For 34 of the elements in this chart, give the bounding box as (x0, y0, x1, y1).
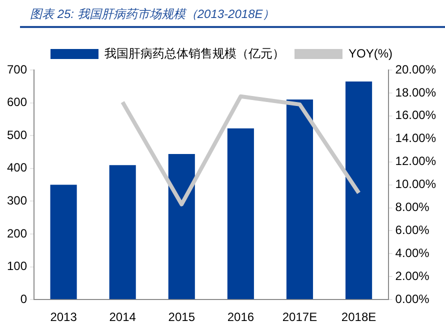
y2-tick-label: 0.00% (395, 292, 430, 306)
y2-tick-label: 10.00% (395, 177, 436, 192)
y2-tick-label: 6.00% (395, 223, 430, 238)
y-tick-label: 500 (6, 128, 28, 142)
y-tick-label: 0 (20, 292, 28, 306)
y-tick-label: 400 (6, 160, 28, 175)
y-tick-label: 300 (6, 194, 28, 208)
y2-tick-label: 20.00% (395, 62, 436, 76)
y2-tick-label: 18.00% (395, 85, 436, 100)
y-tick-label: 700 (6, 62, 28, 76)
y-tick-label: 600 (6, 95, 28, 110)
bar (109, 165, 136, 300)
y-tick-label: 100 (6, 259, 28, 274)
legend-label: 我国肝病药总体销售规模（亿元） (104, 46, 284, 60)
y2-tick-label: 12.00% (395, 154, 436, 168)
x-tick-label: 2013 (50, 310, 78, 324)
bar (50, 184, 77, 300)
y2-tick-label: 16.00% (395, 108, 436, 122)
chart-title: 图表 25: 我国肝病药市场规模（2013-2018E） (29, 6, 276, 23)
y-tick-label: 200 (6, 226, 28, 240)
x-tick-label: 2014 (109, 310, 136, 324)
bar (227, 128, 254, 300)
x-tick-label: 2017E (282, 310, 318, 324)
y2-tick-label: 4.00% (395, 246, 430, 260)
bar (345, 81, 372, 300)
y2-tick-label: 2.00% (395, 268, 430, 283)
y2-tick-label: 8.00% (395, 200, 430, 214)
x-tick-label: 2018E (341, 310, 376, 324)
x-tick-label: 2016 (227, 310, 254, 324)
legend-label: YOY(%) (348, 46, 393, 60)
y2-tick-label: 14.00% (395, 131, 436, 146)
x-tick-label: 2015 (168, 310, 196, 324)
bar (168, 154, 195, 300)
bar (286, 100, 314, 300)
